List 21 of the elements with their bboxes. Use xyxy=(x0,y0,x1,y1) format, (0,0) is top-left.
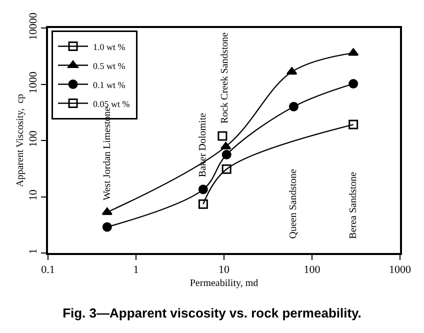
y-tick-label: 10 xyxy=(28,189,40,201)
x-tick-label: 0.1 xyxy=(41,264,55,276)
y-tick-label: 1 xyxy=(28,248,40,254)
legend-label: 0.05 wt % xyxy=(93,98,130,109)
annotation: Berea Sandstone xyxy=(348,171,359,239)
legend-label: 1.0 wt % xyxy=(93,42,126,52)
annotation: Baker Dolomite xyxy=(197,112,208,178)
y-tick-label: 10000 xyxy=(28,12,40,40)
legend-label: 0.5 wt % xyxy=(93,60,126,71)
annotation: Rock Creek Sandstone xyxy=(219,32,230,124)
legend-label: 0.1 wt % xyxy=(93,80,126,90)
x-axis-title: Permeability, md xyxy=(190,278,258,290)
text: Fig. 3—Apparent viscosity vs. rock permeability. xyxy=(62,306,362,321)
x-tick-label: 100 xyxy=(304,264,321,276)
y-tick-label: 100 xyxy=(28,130,40,148)
x-tick-label: 10 xyxy=(218,264,230,276)
y-tick-label: 1000 xyxy=(28,71,40,94)
y-axis-title: Apparent Viscosity, cp xyxy=(15,94,26,187)
annotation: Queen Sandstone xyxy=(288,168,299,239)
x-tick-label: 1000 xyxy=(389,264,412,276)
x-tick-label: 1 xyxy=(133,264,139,276)
